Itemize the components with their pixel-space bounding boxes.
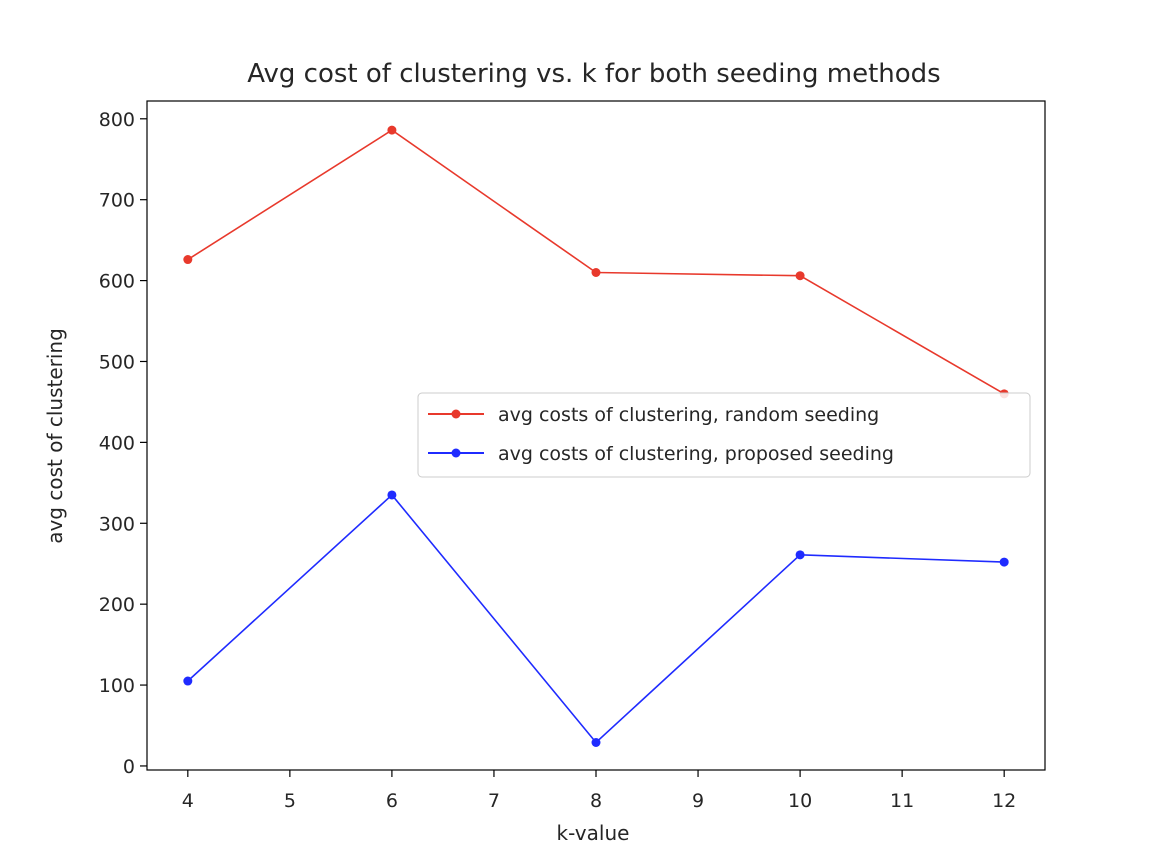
data-point (183, 676, 193, 686)
x-tick-label: 12 (992, 790, 1016, 812)
data-point (795, 271, 805, 281)
legend-label-proposed: avg costs of clustering, proposed seedin… (498, 443, 894, 465)
legend-box (417, 392, 1031, 478)
x-tick-label: 4 (182, 790, 194, 812)
x-tick-label: 11 (890, 790, 914, 812)
x-tick-label: 9 (692, 790, 704, 812)
data-point (795, 550, 805, 560)
data-point (183, 255, 193, 265)
legend: avg costs of clustering, random seeding … (417, 392, 1031, 478)
y-axis-ticks: 0 100 200 300 400 500 600 700 800 (99, 109, 147, 778)
data-point (591, 267, 601, 277)
x-tick-label: 6 (386, 790, 398, 812)
x-axis-label: k-value (557, 821, 630, 845)
y-tick-label: 200 (99, 594, 135, 616)
x-tick-label: 5 (284, 790, 296, 812)
y-tick-label: 400 (99, 432, 135, 454)
legend-marker-proposed (451, 448, 461, 458)
plot-area (183, 125, 1009, 747)
data-point (999, 557, 1009, 567)
y-tick-label: 100 (99, 675, 135, 697)
y-tick-label: 700 (99, 190, 135, 212)
y-tick-label: 800 (99, 109, 135, 131)
data-point (387, 125, 397, 135)
legend-label-random: avg costs of clustering, random seeding (498, 404, 879, 426)
y-tick-label: 600 (99, 271, 135, 293)
y-tick-label: 300 (99, 513, 135, 535)
x-tick-label: 8 (590, 790, 602, 812)
x-tick-label: 10 (788, 790, 812, 812)
legend-marker-random (451, 409, 461, 419)
y-tick-label: 0 (123, 756, 135, 778)
y-axis-label: avg cost of clustering (43, 328, 67, 544)
y-tick-label: 500 (99, 351, 135, 373)
x-axis-ticks: 4 5 6 7 8 9 10 11 12 (182, 770, 1016, 812)
chart-title: Avg cost of clustering vs. k for both se… (247, 59, 940, 89)
x-tick-label: 7 (488, 790, 500, 812)
data-point (591, 737, 601, 747)
data-point (387, 490, 397, 500)
